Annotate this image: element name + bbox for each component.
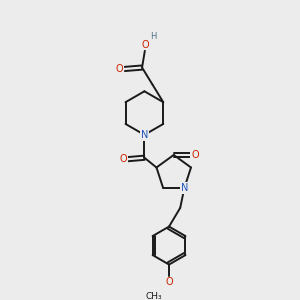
Text: O: O [165, 278, 173, 287]
Text: CH₃: CH₃ [146, 292, 162, 300]
Text: O: O [119, 154, 127, 164]
Text: O: O [141, 40, 149, 50]
Text: N: N [181, 183, 188, 193]
Text: O: O [191, 150, 199, 160]
Text: O: O [116, 64, 124, 74]
Text: H: H [150, 32, 156, 41]
Text: N: N [141, 130, 148, 140]
